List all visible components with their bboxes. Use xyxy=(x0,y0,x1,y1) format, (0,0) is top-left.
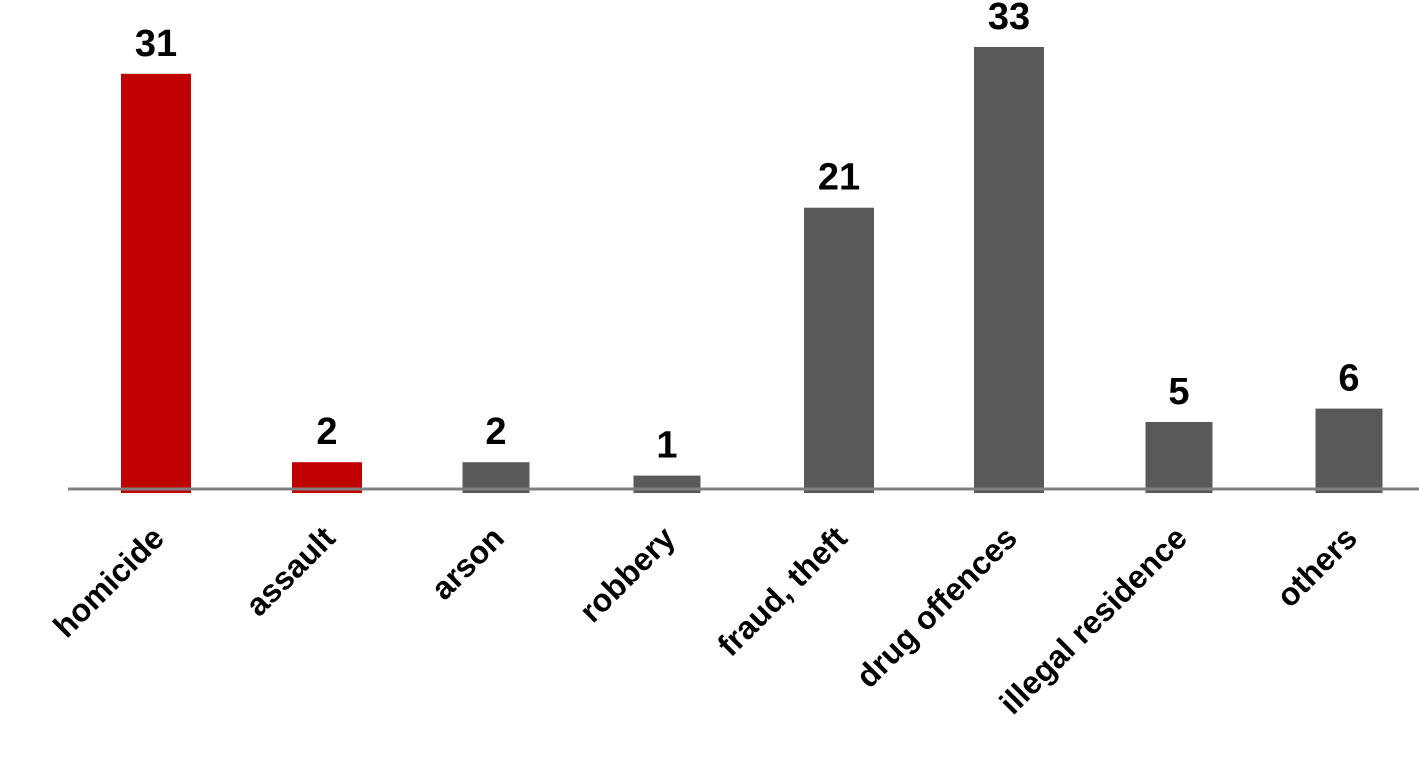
x-tick-label: arson xyxy=(424,519,511,606)
bar-drug-offences xyxy=(974,47,1044,493)
data-label: 21 xyxy=(818,157,860,199)
data-label: 31 xyxy=(135,23,177,65)
x-tick-labels-layer: homicide assault arson robbery fraud, theftd… xyxy=(46,519,1364,721)
data-label: 5 xyxy=(1168,371,1189,413)
x-tick-label: assault xyxy=(239,519,343,623)
x-tick-label: fraud, theft xyxy=(710,519,854,663)
bar-fraud-theft xyxy=(804,207,874,493)
data-label: 1 xyxy=(656,425,677,467)
data-label: 6 xyxy=(1338,358,1359,400)
x-tick-label: drug offences xyxy=(849,519,1024,694)
data-label: 2 xyxy=(316,411,337,453)
bar-illegal-residence xyxy=(1145,422,1213,493)
bar-others xyxy=(1315,408,1383,493)
data-label: 33 xyxy=(988,0,1030,38)
x-tick-label: robbery xyxy=(572,519,682,629)
x-tick-label: others xyxy=(1269,519,1364,614)
data-label: 2 xyxy=(485,411,506,453)
bars-layer xyxy=(121,47,1383,494)
bar-homicide xyxy=(121,73,191,494)
x-tick-label: homicide xyxy=(46,519,171,644)
x-tick-label: illegal residence xyxy=(992,519,1194,721)
